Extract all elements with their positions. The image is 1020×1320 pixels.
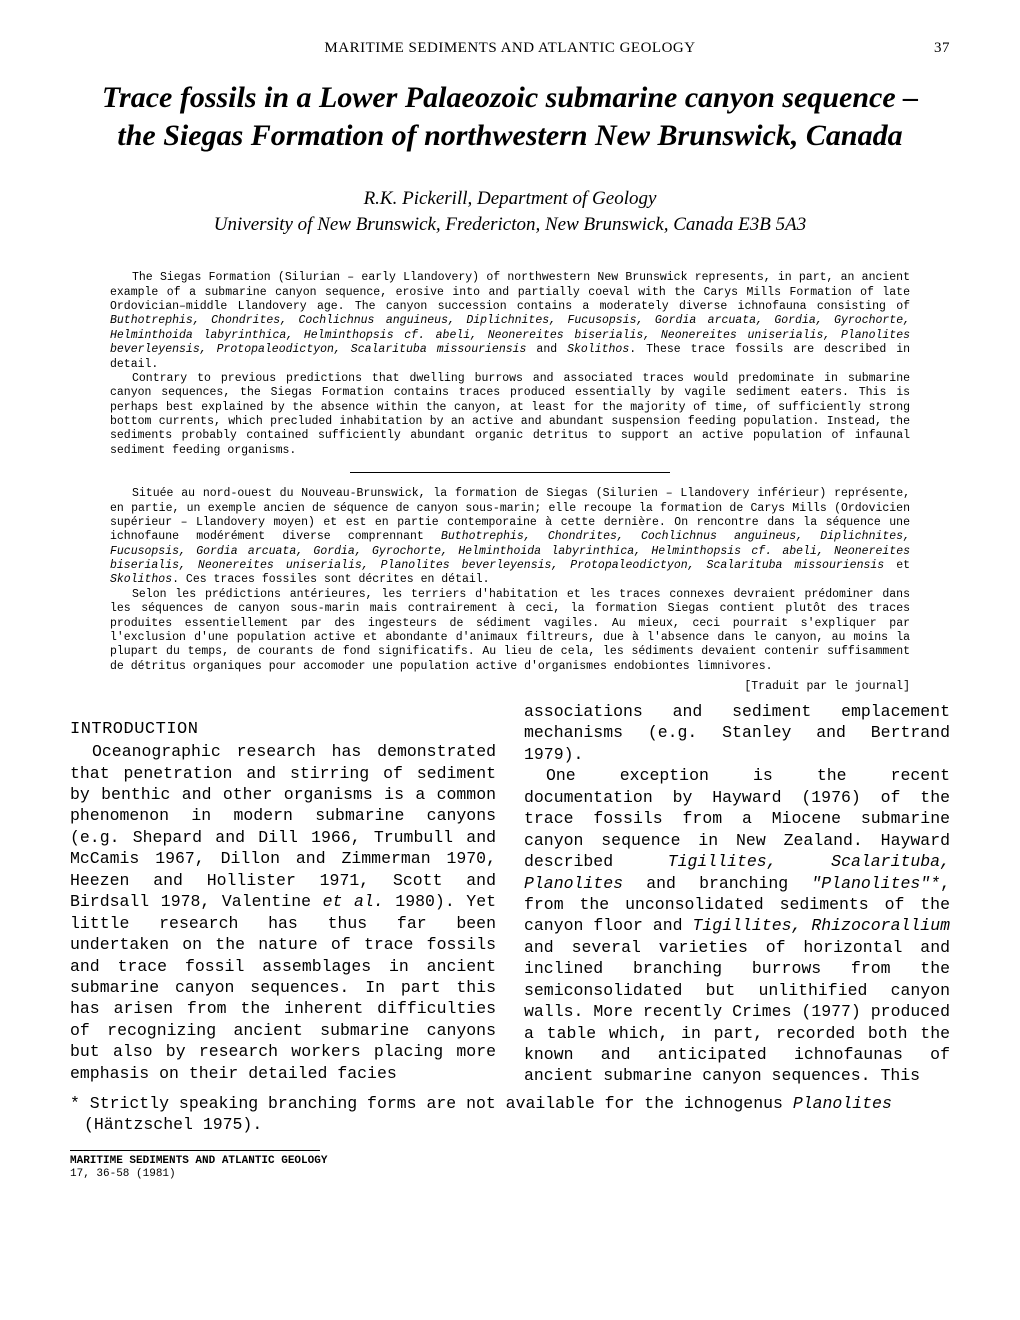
journal-footer-line-1: MARITIME SEDIMENTS AND ATLANTIC GEOLOGY <box>70 1155 950 1168</box>
introduction-heading: INTRODUCTION <box>70 719 496 741</box>
abstract-divider <box>350 472 670 473</box>
journal-footer: MARITIME SEDIMENTS AND ATLANTIC GEOLOGY … <box>70 1155 950 1181</box>
title-line-1: Trace fossils in a Lower Palaeozoic subm… <box>102 81 918 114</box>
author-dept: Department of Geology <box>472 188 656 209</box>
article-title: Trace fossils in a Lower Palaeozoic subm… <box>70 79 950 154</box>
footnote: * Strictly speaking branching forms are … <box>70 1093 950 1136</box>
page: MARITIME SEDIMENTS AND ATLANTIC GEOLOGY … <box>0 0 1020 1320</box>
title-line-2: the Siegas Formation of northwestern New… <box>117 119 902 152</box>
abstract-french: Située au nord-ouest du Nouveau-Brunswic… <box>110 487 910 674</box>
authors-block: R.K. Pickerill, Department of Geology Un… <box>70 186 950 237</box>
body-para-3: One exception is the recent documentatio… <box>524 765 950 1087</box>
body-para-2: associations and sediment emplacement me… <box>524 701 950 765</box>
author-affiliation: University of New Brunswick, Fredericton… <box>214 214 806 235</box>
page-number: 37 <box>934 40 950 57</box>
author-name: R.K. Pickerill, <box>364 188 473 209</box>
abstract-fr-para-2: Selon les prédictions antérieures, les t… <box>110 588 910 674</box>
footer-rule <box>70 1150 320 1151</box>
running-head-text: MARITIME SEDIMENTS AND ATLANTIC GEOLOGY <box>324 40 695 56</box>
body-columns: INTRODUCTION Oceanographic research has … <box>70 701 950 1087</box>
abstract-en-para-1: The Siegas Formation (Silurian – early L… <box>110 271 910 372</box>
running-head: MARITIME SEDIMENTS AND ATLANTIC GEOLOGY … <box>70 40 950 57</box>
translation-credit: [Traduit par le journal] <box>110 680 910 693</box>
body-para-1: Oceanographic research has demonstrated … <box>70 741 496 1084</box>
abstract-fr-para-1: Située au nord-ouest du Nouveau-Brunswic… <box>110 487 910 588</box>
abstract-en-para-2: Contrary to previous predictions that dw… <box>110 372 910 458</box>
abstract-english: The Siegas Formation (Silurian – early L… <box>110 271 910 458</box>
journal-footer-line-2: 17, 36-58 (1981) <box>70 1168 950 1181</box>
